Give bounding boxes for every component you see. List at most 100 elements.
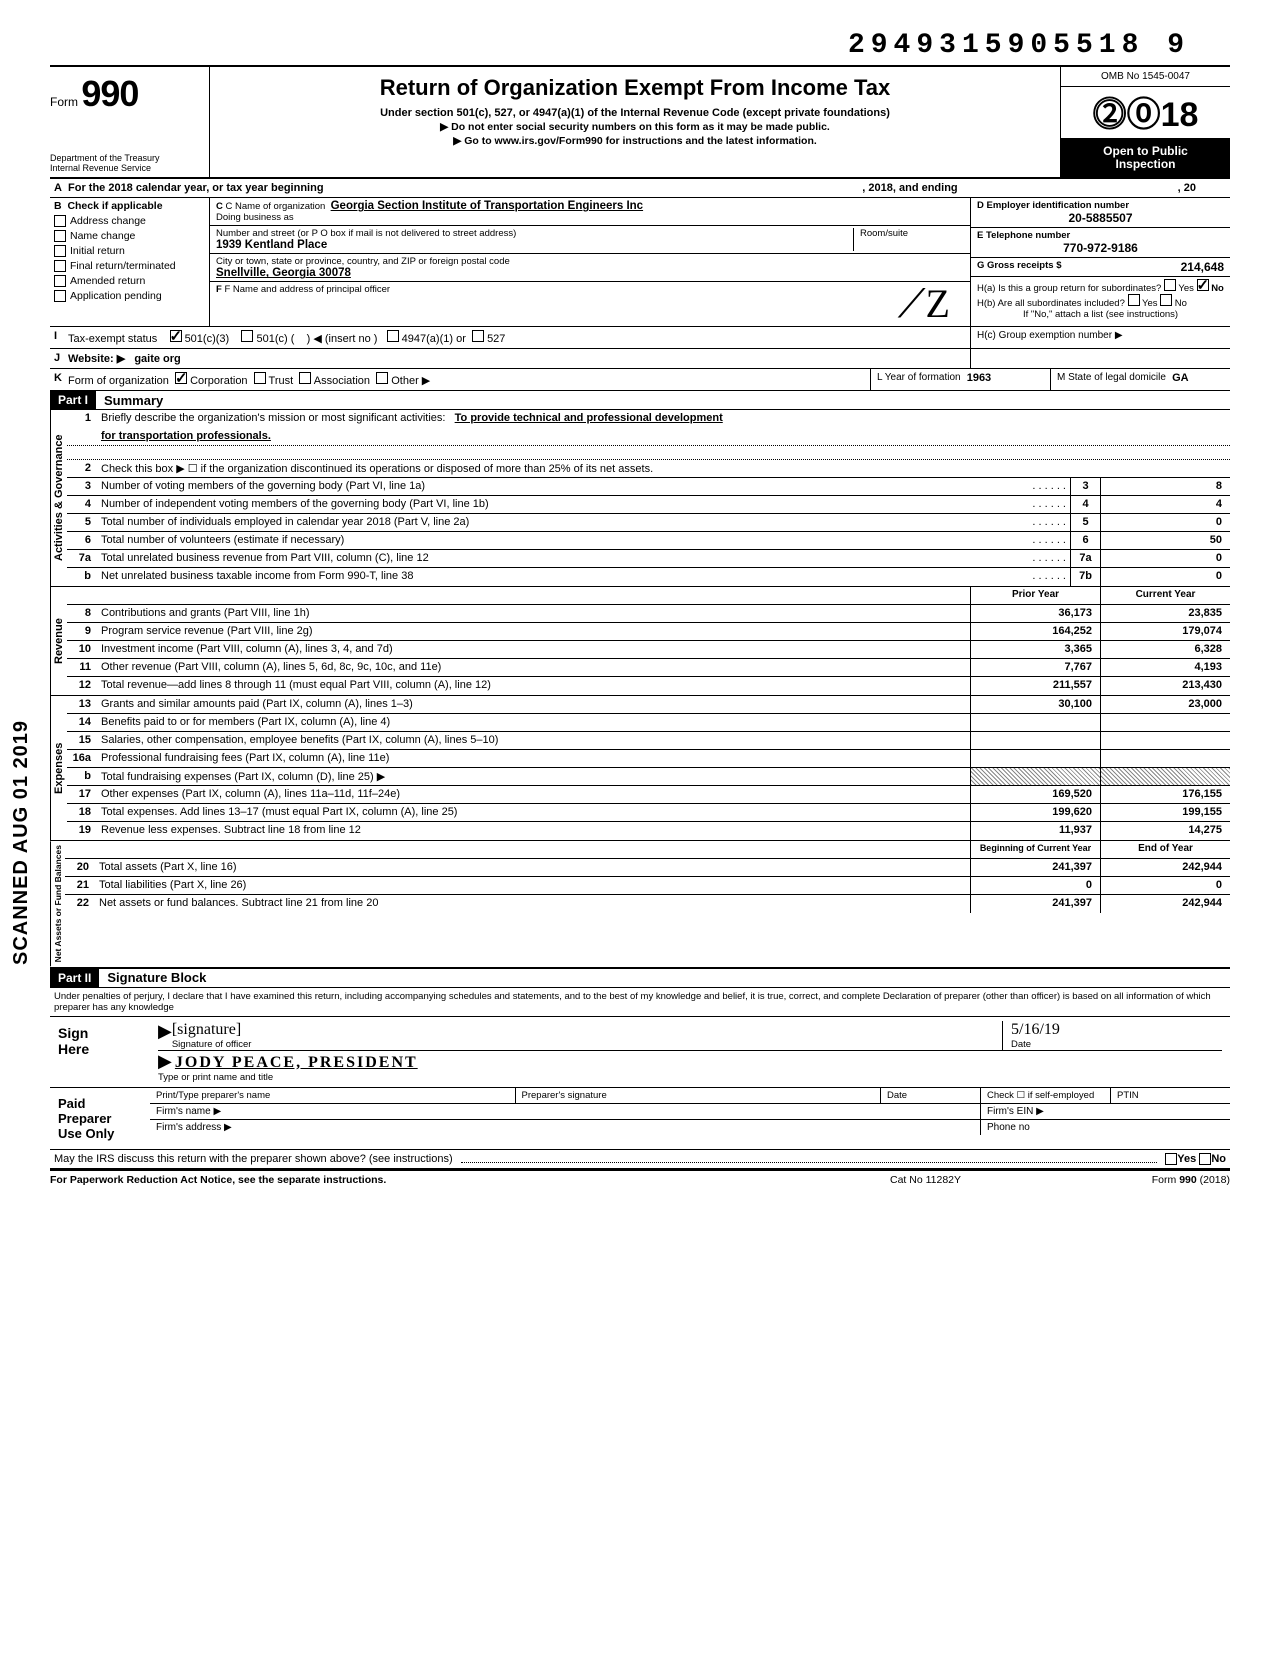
line-2-num: 2 — [67, 460, 97, 477]
checkbox-icon[interactable] — [376, 372, 388, 384]
summary-line: 12 Total revenue—add lines 8 through 11 … — [67, 677, 1230, 695]
footer-cat: Cat No 11282Y — [890, 1174, 1090, 1186]
footer-form: Form 990 (2018) — [1090, 1174, 1230, 1186]
chk-final-return[interactable]: Final return/terminated — [54, 260, 205, 272]
checkbox-icon[interactable] — [1164, 279, 1176, 291]
tab-expenses: Expenses — [50, 696, 67, 840]
checkbox-icon[interactable] — [299, 372, 311, 384]
firm-phone-label: Phone no — [980, 1120, 1230, 1135]
checkbox-icon[interactable] — [54, 215, 66, 227]
irs-discuss-row: May the IRS discuss this return with the… — [50, 1150, 1230, 1170]
dept-treasury: Department of the Treasury — [50, 153, 205, 163]
checkbox-icon[interactable] — [241, 330, 253, 342]
row-i-letter: I — [50, 327, 64, 348]
part-1-label: Part I — [50, 391, 96, 409]
row-k-content: Form of organization Corporation Trust A… — [64, 369, 870, 390]
summary-line: b Net unrelated business taxable income … — [67, 568, 1230, 586]
ein-value: 20-5885507 — [977, 211, 1224, 225]
chk-amended-return[interactable]: Amended return — [54, 275, 205, 287]
form-subtitle-2: ▶ Do not enter social security numbers o… — [218, 121, 1052, 133]
mission-text-1: To provide technical and professional de… — [455, 412, 723, 424]
part-2-label: Part II — [50, 969, 99, 987]
form-page: 2949315905518 9 Form 990 Department of t… — [0, 0, 1280, 1216]
part-2-title: Signature Block — [99, 970, 206, 985]
checkbox-icon[interactable] — [54, 260, 66, 272]
row-i: I Tax-exempt status 501(c)(3) 501(c) ( )… — [50, 327, 1230, 349]
website-value: gaite org — [134, 353, 180, 365]
checkbox-icon[interactable] — [1199, 1153, 1211, 1165]
checkbox-icon[interactable] — [54, 230, 66, 242]
part-1-title: Summary — [96, 393, 163, 408]
addr-label: Number and street (or P O box if mail is… — [216, 228, 847, 239]
chk-address-change[interactable]: Address change — [54, 215, 205, 227]
open-pub-2: Inspection — [1063, 158, 1228, 171]
summary-line: 6 Total number of volunteers (estimate i… — [67, 532, 1230, 550]
checkbox-icon[interactable] — [54, 290, 66, 302]
date-label: Date — [1011, 1039, 1222, 1050]
checkbox-icon[interactable] — [1128, 294, 1140, 306]
header-right: OMB No 1545-0047 ⓶⓪18 Open to Public Ins… — [1060, 67, 1230, 177]
form-number-block: Form 990 — [50, 73, 205, 115]
line-2-text: Check this box ▶ ☐ if the organization d… — [97, 460, 1230, 477]
checkbox-icon[interactable] — [254, 372, 266, 384]
summary-line: b Total fundraising expenses (Part IX, c… — [67, 768, 1230, 786]
row-j: J Website: ▶ gaite org — [50, 349, 1230, 369]
preparer-name-label: Print/Type preparer's name — [150, 1088, 515, 1103]
checkbox-icon[interactable] — [54, 275, 66, 287]
current-year-hdr: Current Year — [1100, 587, 1230, 604]
summary-line: 9 Program service revenue (Part VIII, li… — [67, 623, 1230, 641]
checkbox-icon[interactable] — [1165, 1153, 1177, 1165]
phone-label: E Telephone number — [977, 230, 1224, 241]
name-label: Type or print name and title — [158, 1072, 1222, 1083]
paid-preparer-fields: Print/Type preparer's name Preparer's si… — [150, 1088, 1230, 1149]
dln-number: 2949315905518 9 — [50, 30, 1230, 65]
row-hc: H(c) Group exemption number ▶ — [970, 327, 1230, 348]
tab-revenue: Revenue — [50, 587, 67, 695]
col-headers-net: Beginning of Current Year End of Year — [65, 841, 1230, 859]
summary-line: 14 Benefits paid to or for members (Part… — [67, 714, 1230, 732]
checkbox-icon[interactable] — [387, 330, 399, 342]
form-title: Return of Organization Exempt From Incom… — [218, 75, 1052, 101]
chk-initial-return[interactable]: Initial return — [54, 245, 205, 257]
checkbox-icon[interactable] — [1197, 279, 1209, 291]
row-k: K Form of organization Corporation Trust… — [50, 369, 1230, 391]
checkbox-icon[interactable] — [54, 245, 66, 257]
chk-name-change[interactable]: Name change — [54, 230, 205, 242]
expense-lines: 13 Grants and similar amounts paid (Part… — [67, 696, 1230, 840]
summary-line: 7a Total unrelated business revenue from… — [67, 550, 1230, 568]
cell-ein: D Employer identification number 20-5885… — [971, 198, 1230, 228]
tab-activities: Activities & Governance — [50, 410, 67, 586]
sign-here-row: Sign Here ▶ [signature] Signature of off… — [50, 1017, 1230, 1088]
checkbox-icon[interactable] — [472, 330, 484, 342]
sig-label: Signature of officer — [172, 1039, 1002, 1050]
header-left: Form 990 Department of the Treasury Inte… — [50, 67, 210, 177]
col-headers-rev: Prior Year Current Year — [67, 587, 1230, 605]
col-c: C C Name of organization Georgia Section… — [210, 198, 970, 326]
irs-question: May the IRS discuss this return with the… — [54, 1153, 453, 1165]
summary-line: 20 Total assets (Part X, line 16) 241,39… — [65, 859, 1230, 877]
line-1-text: Briefly describe the organization's miss… — [97, 410, 1230, 428]
summary-line: 18 Total expenses. Add lines 13–17 (must… — [67, 804, 1230, 822]
dept-block: Department of the Treasury Internal Reve… — [50, 153, 205, 173]
officer-name-title: JODY PEACE, PRESIDENT — [175, 1054, 418, 1071]
cell-gross: G Gross receipts $ 214,648 — [971, 258, 1230, 277]
dba-label: Doing business as — [216, 212, 964, 223]
ptin-label: PTIN — [1110, 1088, 1230, 1103]
year-formation: 1963 — [967, 372, 991, 387]
summary-line: 8 Contributions and grants (Part VIII, l… — [67, 605, 1230, 623]
id-block: B Check if applicable Address change Nam… — [50, 198, 1230, 327]
initials-mark: ⟋Z — [898, 280, 950, 327]
form-subtitle-3: ▶ Go to www.irs.gov/Form990 for instruct… — [218, 135, 1052, 147]
header-middle: Return of Organization Exempt From Incom… — [210, 67, 1060, 177]
checkbox-icon[interactable] — [175, 372, 187, 384]
bcy-hdr: Beginning of Current Year — [970, 841, 1100, 858]
line-a-mid: , 2018, and ending — [862, 182, 957, 194]
arrow-icon: ▶ — [158, 1051, 172, 1071]
checkbox-icon[interactable] — [1160, 294, 1172, 306]
line-a: A For the 2018 calendar year, or tax yea… — [50, 179, 1230, 198]
chk-application-pending[interactable]: Application pending — [54, 290, 205, 302]
checkbox-icon[interactable] — [170, 330, 182, 342]
cell-h: H(a) Is this a group return for subordin… — [971, 277, 1230, 326]
summary-line: 5 Total number of individuals employed i… — [67, 514, 1230, 532]
col-b: B Check if applicable Address change Nam… — [50, 198, 210, 326]
